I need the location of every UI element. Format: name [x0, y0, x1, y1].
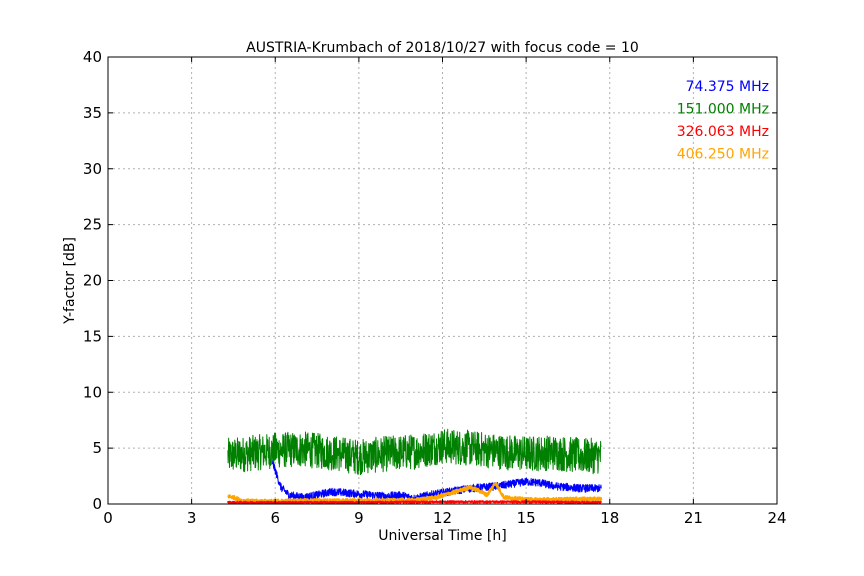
x-tick-label: 21: [684, 509, 703, 527]
y-tick-label: 10: [83, 383, 102, 401]
series-line-2: [227, 500, 602, 504]
x-tick-label: 18: [600, 509, 619, 527]
legend: 74.375 MHz 151.000 MHz 326.063 MHz 406.250 …: [677, 79, 769, 163]
y-tick-label: 15: [83, 327, 102, 345]
series-line-0: [271, 460, 602, 502]
x-tick-label: 0: [103, 509, 113, 527]
legend-entry: 74.375 MHz: [686, 79, 769, 95]
x-tick-label: 15: [517, 509, 536, 527]
y-axis-label: Y-factor [dB]: [62, 237, 78, 325]
plot-series: [227, 428, 603, 504]
y-tick-label: 0: [92, 495, 102, 513]
y-tick-label: 30: [83, 160, 102, 178]
series-line-1: [227, 428, 602, 476]
legend-entry: 406.250 MHz: [677, 147, 769, 163]
y-tick-label: 35: [83, 104, 102, 122]
x-tick-label: 12: [433, 509, 452, 527]
x-tick-label: 6: [270, 509, 280, 527]
ticks: 0 3 6 9 12 15 18 21 24 0 5 10 15 20 25 30 35 40: [83, 48, 787, 527]
y-tick-label: 40: [83, 48, 102, 66]
y-tick-label: 20: [83, 272, 102, 290]
y-tick-label: 5: [92, 439, 102, 457]
x-axis-label: Universal Time [h]: [378, 528, 506, 544]
y-tick-label: 25: [83, 216, 102, 234]
x-tick-label: 24: [767, 509, 786, 527]
grid: [108, 57, 777, 504]
x-tick-label: 9: [354, 509, 364, 527]
legend-entry: 326.063 MHz: [677, 124, 769, 140]
legend-entry: 151.000 MHz: [677, 102, 769, 118]
chart-title: AUSTRIA-Krumbach of 2018/10/27 with focu…: [246, 40, 639, 56]
x-tick-label: 3: [187, 509, 197, 527]
